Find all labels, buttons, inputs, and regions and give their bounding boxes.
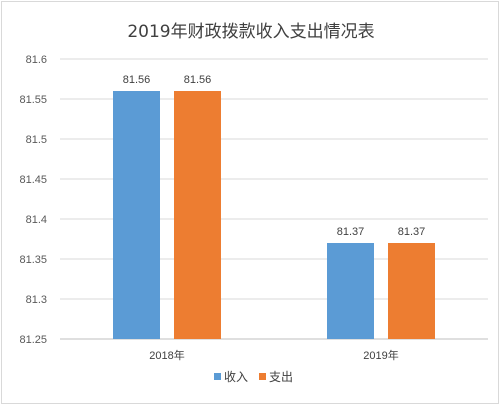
- y-tick-label: 81.6: [26, 54, 47, 66]
- x-axis-categories: 2018年 2019年: [149, 348, 398, 362]
- x-category-label: 2019年: [363, 348, 398, 362]
- y-tick-label: 81.35: [19, 254, 47, 266]
- bars: [113, 91, 435, 339]
- y-tick-label: 81.5: [26, 134, 47, 146]
- data-label: 81.37: [337, 226, 365, 238]
- y-tick-label: 81.4: [26, 214, 47, 226]
- bar-income-0: [113, 91, 160, 339]
- data-labels: 81.56 81.56 81.37 81.37: [123, 74, 426, 238]
- y-tick-label: 81.55: [19, 94, 47, 106]
- chart-title: 2019年财政拨款收入支出情况表: [127, 22, 374, 42]
- x-category-label: 2018年: [149, 348, 184, 362]
- data-label: 81.56: [184, 74, 212, 86]
- y-axis-ticks: 81.25 81.3 81.35 81.4 81.45 81.5 81.55 81.6: [19, 54, 47, 346]
- legend-swatch-income: [214, 373, 221, 380]
- data-label: 81.37: [398, 226, 426, 238]
- y-tick-label: 81.3: [26, 294, 47, 306]
- bar-income-1: [327, 243, 374, 339]
- bar-expense-0: [174, 91, 221, 339]
- data-label: 81.56: [123, 74, 151, 86]
- legend-swatch-expense: [259, 373, 266, 380]
- y-tick-label: 81.25: [19, 334, 47, 346]
- y-tick-label: 81.45: [19, 174, 47, 186]
- legend: 收入 支出: [214, 370, 293, 384]
- legend-label: 收入: [224, 370, 248, 384]
- legend-label: 支出: [269, 370, 293, 384]
- bar-expense-1: [388, 243, 435, 339]
